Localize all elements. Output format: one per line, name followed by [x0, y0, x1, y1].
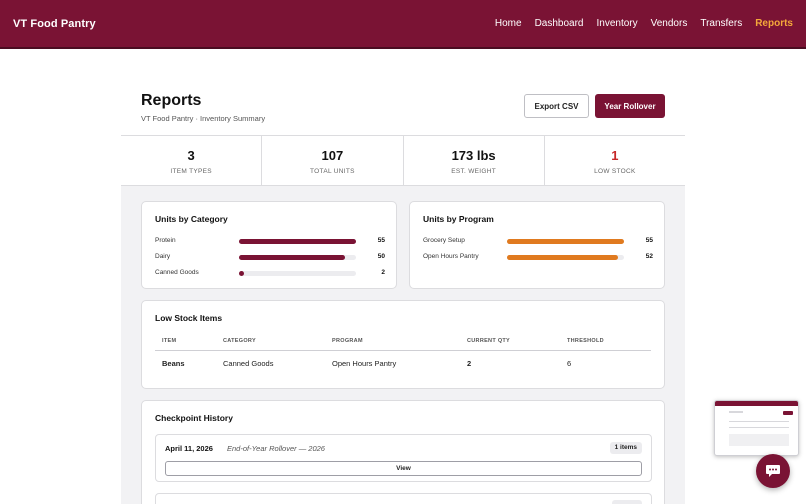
- top-navbar: VT Food Pantry Home Dashboard Inventory …: [0, 0, 806, 49]
- bar-fill: [507, 255, 618, 260]
- bar-track: [507, 255, 624, 260]
- year-rollover-button[interactable]: Year Rollover: [595, 94, 665, 118]
- stat-value: 1: [611, 148, 619, 163]
- checkpoint-view-button[interactable]: View: [165, 461, 642, 476]
- col-category: CATEGORY: [216, 338, 325, 351]
- bar-value: 55: [645, 237, 653, 244]
- stat-label: TOTAL UNITS: [310, 168, 355, 175]
- thumbnail-line: [729, 421, 789, 422]
- bar-fill: [507, 239, 624, 244]
- col-current-qty: CURRENT QTY: [460, 338, 560, 351]
- bar-row: Grocery Setup 55: [423, 237, 653, 247]
- card-title: Checkpoint History: [155, 413, 233, 423]
- bar-label: Open Hours Pantry: [423, 253, 479, 260]
- chat-bubble-icon: [766, 465, 780, 477]
- stat-value: 173 lbs: [451, 148, 496, 163]
- stat-total-units: 107 TOTAL UNITS: [262, 136, 404, 185]
- page-header: Reports VT Food Pantry · Inventory Summa…: [121, 49, 685, 136]
- bar-track: [239, 255, 356, 260]
- cell-current-qty: 2: [467, 359, 472, 368]
- thumbnail-line: [729, 427, 789, 428]
- brand-logo[interactable]: VT Food Pantry: [13, 17, 96, 30]
- stat-low-stock: 1 LOW STOCK: [545, 136, 685, 185]
- units-by-category-card: Units by Category Protein 55 Dairy 50 Canned…: [141, 201, 397, 289]
- bar-value: 50: [377, 253, 385, 260]
- bar-fill: [239, 271, 244, 276]
- export-csv-button[interactable]: Export CSV: [524, 94, 589, 118]
- units-by-program-card: Units by Program Grocery Setup 55 Open Hou…: [409, 201, 665, 289]
- stat-label: EST. WEIGHT: [451, 168, 497, 175]
- bar-value: 2: [381, 269, 385, 276]
- low-stock-card: Low Stock Items ITEM CATEGORY PROGRAM CU…: [141, 300, 665, 389]
- page-subtitle: VT Food Pantry · Inventory Summary: [141, 114, 266, 123]
- checkpoint-date: April 11, 2026: [165, 444, 213, 453]
- table-header-row: ITEM CATEGORY PROGRAM CURRENT QTY THRESH…: [155, 338, 651, 351]
- stat-label: ITEM TYPES: [170, 168, 212, 175]
- bar-label: Dairy: [155, 253, 171, 260]
- bar-track: [507, 239, 624, 244]
- thumbnail-line: [729, 411, 743, 413]
- col-item: ITEM: [155, 338, 216, 351]
- thumbnail-button: [783, 411, 793, 415]
- nav-reports[interactable]: Reports: [755, 18, 793, 29]
- col-program: PROGRAM: [325, 338, 460, 351]
- stat-label: LOW STOCK: [594, 168, 636, 175]
- page-preview-thumbnail[interactable]: [714, 400, 799, 456]
- cell-threshold: 6: [567, 359, 572, 368]
- nav-home[interactable]: Home: [494, 18, 522, 29]
- bar-label: Grocery Setup: [423, 237, 465, 244]
- bar-track: [239, 271, 356, 276]
- checkpoint-description: End-of-Year Rollover — 2026: [227, 444, 325, 453]
- main-nav: Home Dashboard Inventory Vendors Transfe…: [482, 18, 793, 29]
- low-stock-table: ITEM CATEGORY PROGRAM CURRENT QTY THRESH…: [155, 338, 651, 368]
- bar-value: 52: [645, 253, 653, 260]
- nav-vendors[interactable]: Vendors: [650, 18, 688, 29]
- nav-transfers[interactable]: Transfers: [700, 18, 743, 29]
- checkpoint-history-card: Checkpoint History April 11, 2026 End-of…: [141, 400, 665, 504]
- nav-dashboard[interactable]: Dashboard: [534, 18, 584, 29]
- bar-fill: [239, 239, 356, 244]
- cell-item: Beans: [162, 359, 185, 368]
- stats-strip: 3 ITEM TYPES 107 TOTAL UNITS 173 lbs EST…: [121, 136, 685, 186]
- checkpoint-item: April 11, 2026 End-of-Year Rollover — 20…: [155, 434, 652, 482]
- stat-est-weight: 173 lbs EST. WEIGHT: [404, 136, 545, 185]
- bar-label: Canned Goods: [155, 269, 199, 276]
- bar-row: Open Hours Pantry 52: [423, 253, 653, 263]
- stat-item-types: 3 ITEM TYPES: [121, 136, 263, 185]
- cell-category: Canned Goods: [223, 359, 274, 368]
- bar-row: Dairy 50: [155, 253, 385, 263]
- checkpoint-item-partial: [155, 493, 652, 504]
- bar-row: Canned Goods 2: [155, 269, 385, 279]
- stat-value: 107: [321, 148, 344, 163]
- chat-button[interactable]: [756, 454, 790, 488]
- checkpoint-count-badge: 1 items: [609, 442, 642, 454]
- table-row: Beans Canned Goods Open Hours Pantry 2 6: [155, 351, 651, 368]
- card-title: Units by Program: [423, 214, 494, 224]
- main-content: Reports VT Food Pantry · Inventory Summa…: [121, 49, 685, 504]
- bar-track: [239, 239, 356, 244]
- card-title: Low Stock Items: [155, 313, 223, 323]
- page-title: Reports: [141, 92, 202, 109]
- col-threshold: THRESHOLD: [560, 338, 651, 351]
- card-title: Units by Category: [155, 214, 228, 224]
- cell-program: Open Hours Pantry: [332, 359, 397, 368]
- checkpoint-count-badge: [612, 500, 642, 504]
- bar-label: Protein: [155, 237, 176, 244]
- bar-fill: [239, 255, 346, 260]
- nav-inventory[interactable]: Inventory: [596, 18, 638, 29]
- stat-value: 3: [187, 148, 195, 163]
- thumbnail-navbar: [715, 401, 798, 406]
- bar-row: Protein 55: [155, 237, 385, 247]
- thumbnail-line: [729, 434, 789, 446]
- bar-value: 55: [377, 237, 385, 244]
